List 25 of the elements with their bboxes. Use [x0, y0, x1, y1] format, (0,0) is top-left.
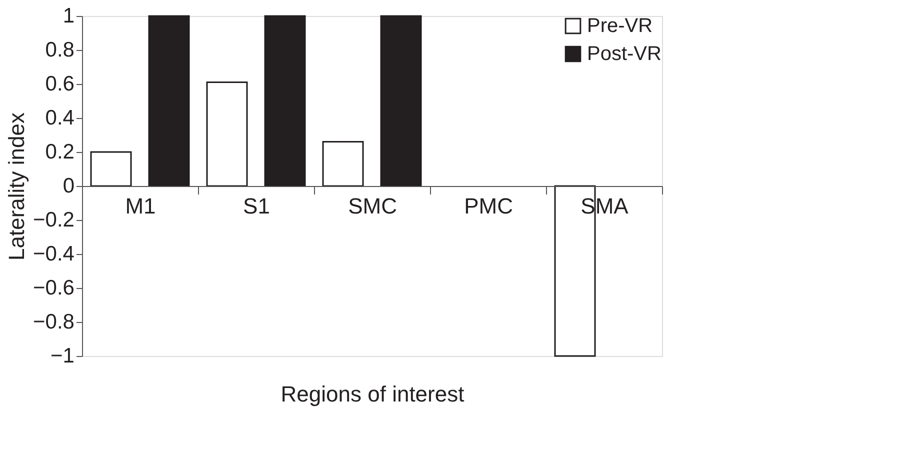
x-tick-label: M1 — [125, 194, 156, 218]
y-tick-label: 0.8 — [45, 38, 74, 62]
y-tick-label: 0.4 — [45, 106, 75, 130]
y-tick-label: 0.2 — [45, 140, 74, 164]
bar — [90, 151, 132, 187]
x-tick-label: S1 — [243, 194, 270, 218]
legend-label: Post-VR — [587, 43, 662, 65]
y-tick-label: 0 — [62, 174, 74, 198]
x-axis-title: Regions of interest — [280, 382, 464, 406]
bar — [264, 15, 306, 187]
y-tick-label: −0.4 — [33, 242, 75, 266]
legend-label: Pre-VR — [587, 15, 653, 37]
bar — [380, 15, 422, 187]
y-tick-label: −0.2 — [33, 208, 74, 232]
y-tick-label: 1 — [62, 4, 74, 28]
x-tick-label: SMC — [348, 194, 398, 218]
y-tick-label: 0.6 — [45, 72, 74, 96]
bar — [206, 82, 248, 187]
bar — [322, 141, 364, 187]
y-axis-title: Laterality index — [4, 112, 30, 260]
y-tick-label: −1 — [50, 344, 74, 368]
y-tick-label: −0.6 — [33, 276, 74, 300]
bar — [148, 15, 190, 187]
x-tick-label: PMC — [464, 194, 514, 218]
y-tick-label: −0.8 — [33, 310, 74, 334]
